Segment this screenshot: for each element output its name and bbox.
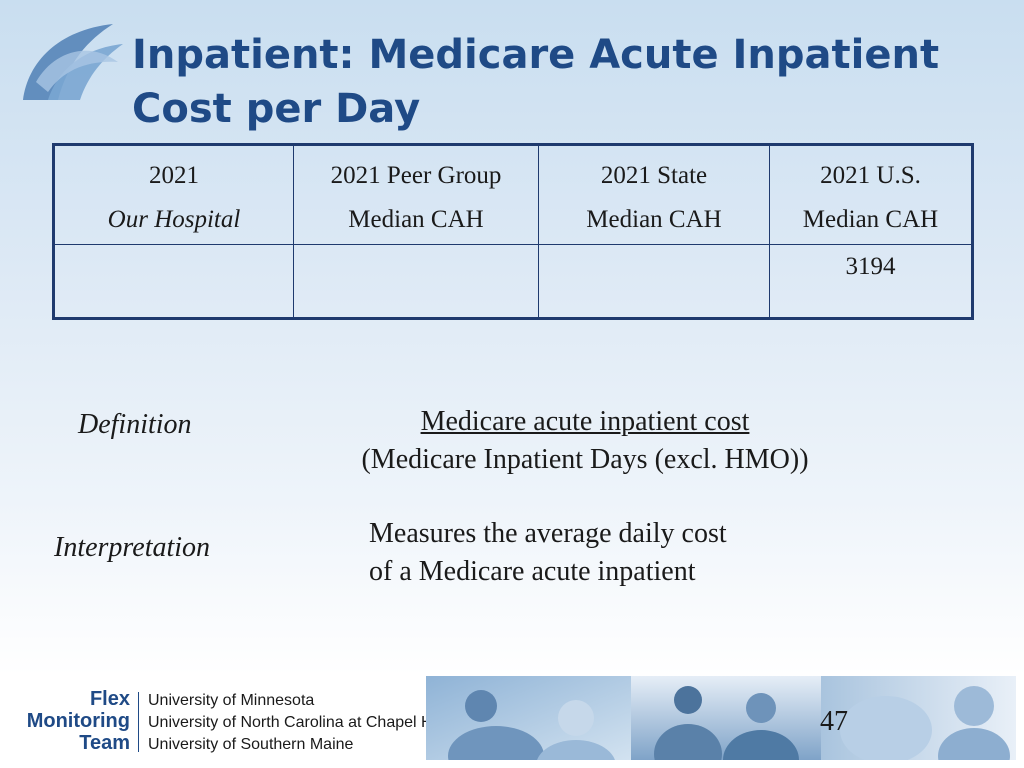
- table-row: 3194: [53, 244, 973, 319]
- logo-icon: [23, 24, 123, 100]
- footer-branding: Flex Monitoring Team University of Minne…: [12, 688, 444, 758]
- header-line: 2021 State: [600, 162, 708, 189]
- header-line: Median CAH: [802, 206, 939, 233]
- definition-formula: Medicare acute inpatient cost (Medicare …: [320, 403, 850, 479]
- university-list: University of Minnesota University of No…: [148, 690, 443, 756]
- interpretation-line-2: of a Medicare acute inpatient: [369, 556, 696, 587]
- header-peer-group: 2021 Peer Group Median CAH: [293, 144, 539, 245]
- value-us: 3194: [769, 244, 973, 319]
- footer-photo-strip: [426, 676, 1016, 760]
- title-line-1: Inpatient: Medicare Acute Inpatient: [132, 32, 940, 78]
- photo-collage-image: [426, 676, 1016, 760]
- page-number: 47: [820, 706, 848, 737]
- metric-table: 2021 Our Hospital 2021 Peer Group Median…: [52, 143, 974, 320]
- header-line: 2021 Peer Group: [330, 162, 502, 189]
- formula-numerator: Medicare acute inpatient cost: [420, 406, 750, 437]
- brand-word: Team: [79, 732, 130, 754]
- brand-word: Flex: [89, 688, 130, 710]
- flex-monitoring-team-logo: Flex Monitoring Team: [27, 688, 130, 754]
- header-state: 2021 State Median CAH: [538, 144, 770, 245]
- value-our-hospital: [53, 244, 294, 319]
- header-line: Median CAH: [586, 206, 722, 233]
- header-our-hospital: 2021 Our Hospital: [53, 144, 294, 245]
- header-line: Our Hospital: [107, 206, 241, 233]
- slide-title: Inpatient: Medicare Acute Inpatient Cost…: [132, 28, 992, 136]
- university-name: University of North Carolina at Chapel H…: [148, 714, 444, 731]
- definition-label: Definition: [78, 409, 192, 440]
- title-line-2: Cost per Day: [132, 86, 421, 132]
- brand-word: Monitoring: [26, 710, 130, 732]
- university-name: University of Minnesota: [148, 692, 315, 709]
- header-line: 2021 U.S.: [820, 162, 921, 189]
- value-state: [538, 244, 770, 319]
- brand-divider: [138, 692, 139, 752]
- header-line: Median CAH: [348, 206, 484, 233]
- university-name: University of Southern Maine: [148, 736, 354, 753]
- formula-denominator: (Medicare Inpatient Days (excl. HMO)): [361, 444, 809, 475]
- header-us: 2021 U.S. Median CAH: [769, 144, 973, 245]
- interpretation-line-1: Measures the average daily cost: [369, 518, 727, 549]
- table-header-row: 2021 Our Hospital 2021 Peer Group Median…: [53, 144, 973, 245]
- header-line: 2021: [149, 162, 199, 189]
- value-peer-group: [293, 244, 539, 319]
- interpretation-text: Measures the average daily cost of a Med…: [369, 515, 727, 591]
- interpretation-label: Interpretation: [54, 532, 211, 563]
